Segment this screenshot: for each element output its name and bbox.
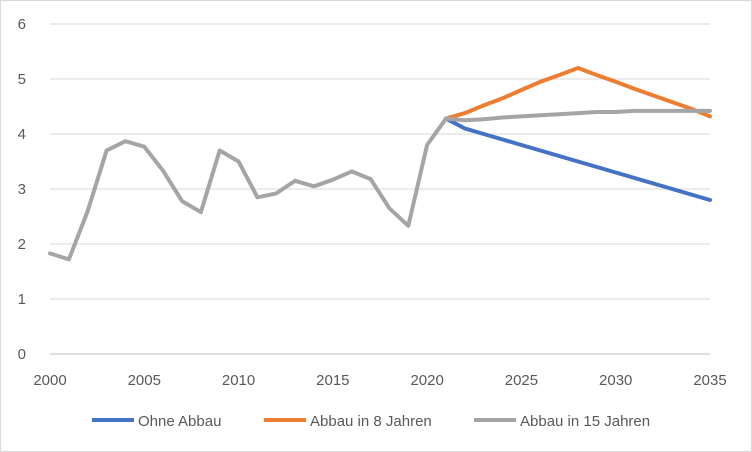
- series-line-2: [48, 108, 712, 262]
- y-tick-label-1: 1: [18, 291, 26, 308]
- x-tick-label-2020: 2020: [410, 372, 443, 389]
- y-tick-label-0: 0: [18, 346, 26, 363]
- x-tick-label-2035: 2035: [693, 372, 726, 389]
- legend-label-0: Ohne Abbau: [138, 413, 221, 430]
- y-tick-label-2: 2: [18, 236, 26, 253]
- legend-label-1: Abbau in 8 Jahren: [310, 413, 432, 430]
- series-line-0: [444, 116, 712, 202]
- x-tick-label-2000: 2000: [33, 372, 66, 389]
- y-tick-label-6: 6: [18, 16, 26, 33]
- x-tick-label-2005: 2005: [128, 372, 161, 389]
- x-tick-label-2030: 2030: [599, 372, 632, 389]
- y-tick-label-5: 5: [18, 71, 26, 88]
- x-tick-label-2025: 2025: [505, 372, 538, 389]
- y-tick-label-4: 4: [18, 126, 26, 143]
- series-line-1: [444, 66, 712, 121]
- x-tick-label-2015: 2015: [316, 372, 349, 389]
- legend-label-2: Abbau in 15 Jahren: [520, 413, 650, 430]
- x-tick-label-2010: 2010: [222, 372, 255, 389]
- y-tick-label-3: 3: [18, 181, 26, 198]
